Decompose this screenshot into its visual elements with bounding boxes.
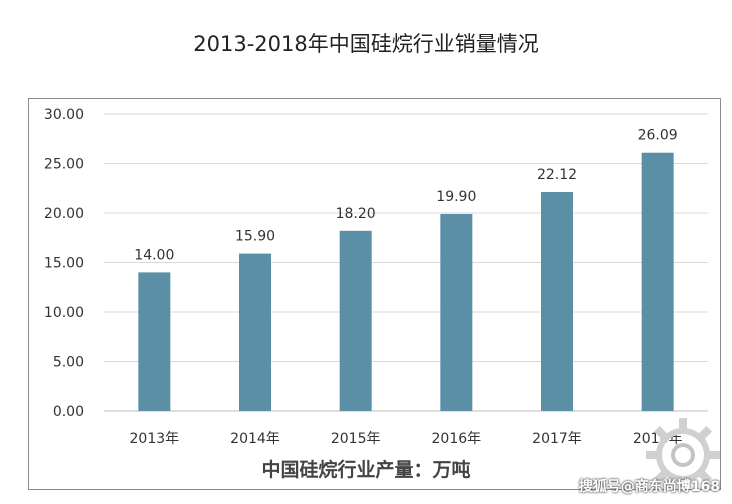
gear-logo-icon <box>646 418 720 492</box>
bar <box>239 253 271 411</box>
data-label: 19.90 <box>436 189 476 205</box>
data-label: 18.20 <box>336 206 376 222</box>
y-tick-label: 5.00 <box>53 355 84 371</box>
data-label: 14.00 <box>134 247 174 263</box>
x-tick-label: 2013年 <box>130 431 180 447</box>
bar <box>440 213 473 411</box>
y-tick-label: 30.00 <box>44 107 84 123</box>
bar <box>541 192 573 411</box>
x-tick-label: 2014年 <box>230 431 280 447</box>
x-axis-title: 中国硅烷行业产量：万吨 <box>261 459 471 481</box>
bar <box>138 272 171 411</box>
x-tick-label: 2016年 <box>432 431 482 447</box>
chart-frame <box>28 98 721 490</box>
x-tick-label: 2015年 <box>331 431 381 447</box>
y-tick-label: 0.00 <box>53 404 84 420</box>
y-tick-label: 20.00 <box>44 206 84 222</box>
chart-title: 2013-2018年中国硅烷行业销量情况 <box>193 32 539 56</box>
x-tick-label: 2017年 <box>532 431 582 447</box>
data-label: 22.12 <box>537 167 577 183</box>
bar <box>641 152 674 412</box>
watermark-text: 搜狐号@商东尚博168 <box>578 479 720 495</box>
y-tick-label: 15.00 <box>44 256 84 272</box>
y-tick-label: 10.00 <box>44 305 84 321</box>
bar <box>339 230 372 411</box>
data-label: 15.90 <box>235 229 275 245</box>
y-tick-label: 25.00 <box>44 157 84 173</box>
data-label: 26.09 <box>638 128 678 144</box>
